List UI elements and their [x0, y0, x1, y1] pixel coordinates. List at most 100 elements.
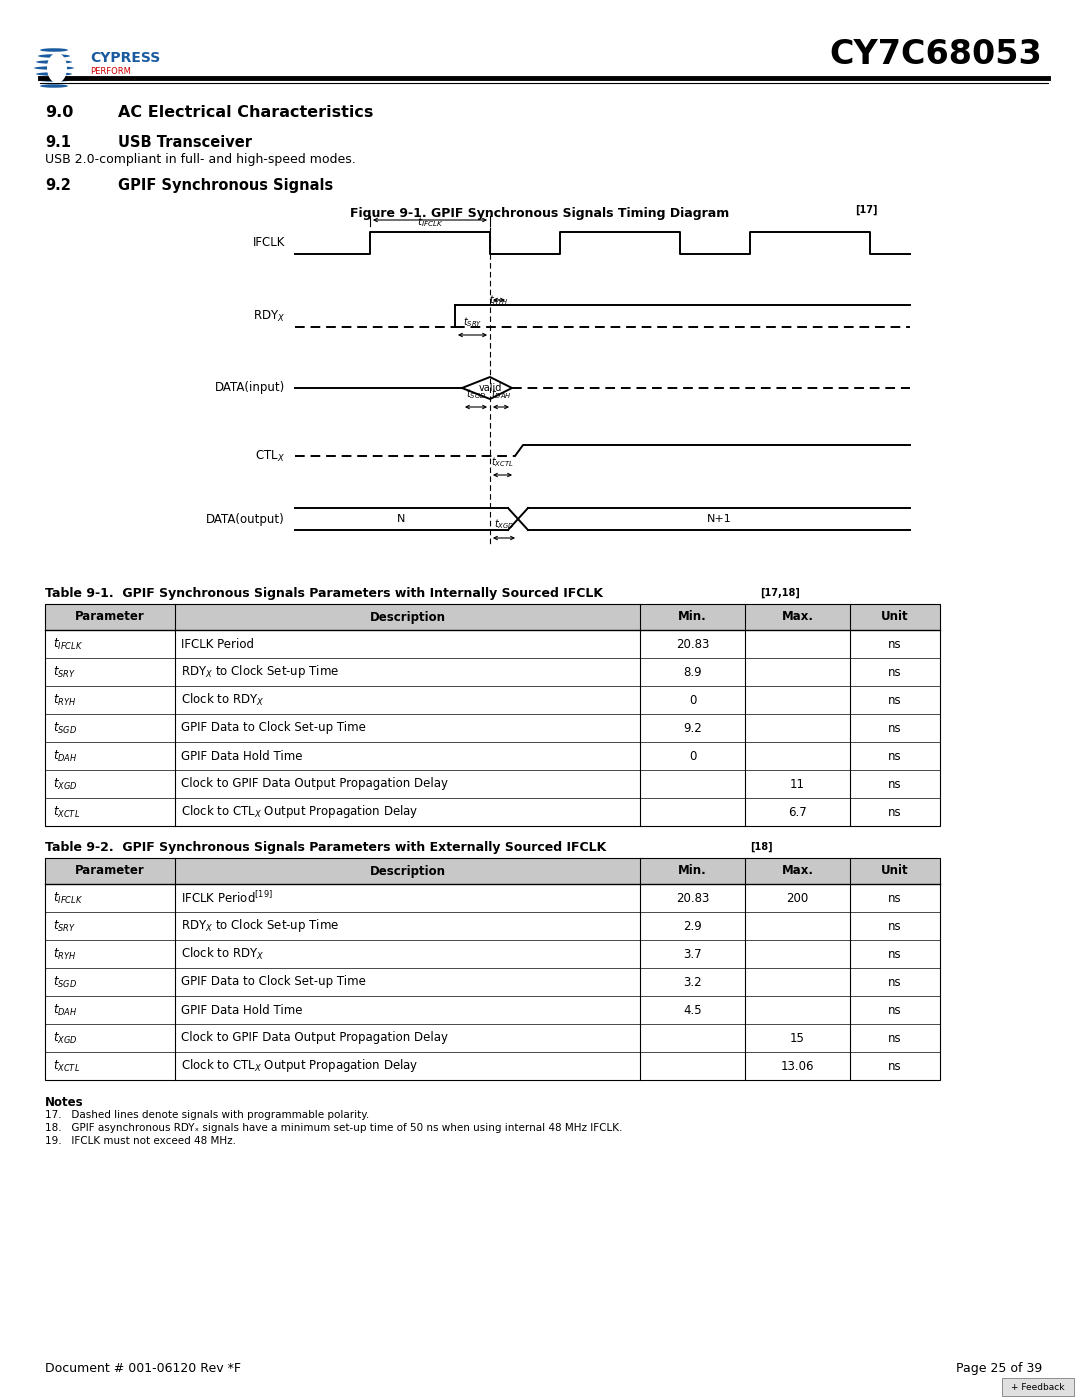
Ellipse shape [48, 53, 67, 82]
Text: GPIF Data to Clock Set-up Time: GPIF Data to Clock Set-up Time [181, 721, 366, 735]
Text: ns: ns [888, 665, 902, 679]
Ellipse shape [33, 66, 75, 70]
Text: $t_{SRY}$: $t_{SRY}$ [53, 665, 76, 679]
Text: $t_{XCTL}$: $t_{XCTL}$ [491, 455, 514, 469]
Text: RDY$_X$: RDY$_X$ [253, 309, 285, 324]
Text: $t_{XCTL}$: $t_{XCTL}$ [53, 805, 80, 820]
Text: Max.: Max. [782, 610, 813, 623]
Text: USB Transceiver: USB Transceiver [118, 136, 252, 149]
Text: 13.06: 13.06 [781, 1059, 814, 1073]
Text: N+1: N+1 [706, 514, 731, 524]
Text: $t_{SGD}$: $t_{SGD}$ [465, 387, 486, 401]
Text: GPIF Data Hold Time: GPIF Data Hold Time [181, 1003, 302, 1017]
Text: $t_{XGD}$: $t_{XGD}$ [53, 1031, 78, 1045]
Text: ns: ns [888, 975, 902, 989]
Text: Document # 001-06120 Rev *F: Document # 001-06120 Rev *F [45, 1362, 241, 1375]
Text: ns: ns [888, 1003, 902, 1017]
Text: ns: ns [888, 1059, 902, 1073]
Text: Clock to CTL$_X$ Output Propagation Delay: Clock to CTL$_X$ Output Propagation Dela… [181, 1058, 419, 1074]
Text: $t_{IFCLK}$: $t_{IFCLK}$ [417, 215, 444, 229]
Text: 9.0: 9.0 [45, 105, 73, 120]
Text: Clock to GPIF Data Output Propagation Delay: Clock to GPIF Data Output Propagation De… [181, 778, 448, 791]
Text: 4.5: 4.5 [684, 1003, 702, 1017]
Text: USB 2.0-compliant in full- and high-speed modes.: USB 2.0-compliant in full- and high-spee… [45, 154, 355, 166]
Text: 20.83: 20.83 [676, 637, 710, 651]
Text: 9.2: 9.2 [45, 177, 71, 193]
Bar [1002, 1377, 1074, 1396]
Text: $t_{XGD}$: $t_{XGD}$ [53, 777, 78, 792]
Ellipse shape [38, 54, 70, 57]
Text: IFCLK Period$^{[19]}$: IFCLK Period$^{[19]}$ [181, 890, 273, 905]
Text: ns: ns [888, 721, 902, 735]
Text: Unit: Unit [881, 865, 908, 877]
Text: + Feedback: + Feedback [1011, 1383, 1065, 1391]
Text: ns: ns [888, 1031, 902, 1045]
Text: Parameter: Parameter [76, 610, 145, 623]
Text: [17,18]: [17,18] [760, 588, 800, 598]
Text: GPIF Data Hold Time: GPIF Data Hold Time [181, 750, 302, 763]
Text: $t_{DAH}$: $t_{DAH}$ [53, 749, 78, 764]
Text: 0: 0 [689, 693, 697, 707]
Text: $t_{RYH}$: $t_{RYH}$ [53, 946, 77, 961]
Text: $t_{SRY}$: $t_{SRY}$ [53, 918, 76, 933]
Text: $t_{RYH}$: $t_{RYH}$ [53, 693, 77, 707]
Text: Table 9-1.  GPIF Synchronous Signals Parameters with Internally Sourced IFCLK: Table 9-1. GPIF Synchronous Signals Para… [45, 587, 603, 599]
Text: $t_{IFCLK}$: $t_{IFCLK}$ [53, 890, 83, 905]
Text: Description: Description [369, 610, 446, 623]
Text: AC Electrical Characteristics: AC Electrical Characteristics [118, 105, 374, 120]
Text: RDY$_X$ to Clock Set-up Time: RDY$_X$ to Clock Set-up Time [181, 664, 339, 680]
Text: 17.   Dashed lines denote signals with programmable polarity.: 17. Dashed lines denote signals with pro… [45, 1111, 369, 1120]
Text: ns: ns [888, 637, 902, 651]
Text: Page 25 of 39: Page 25 of 39 [956, 1362, 1042, 1375]
Text: 9.1: 9.1 [45, 136, 71, 149]
Text: DATA(input): DATA(input) [215, 381, 285, 394]
Text: 0: 0 [689, 750, 697, 763]
Text: Unit: Unit [881, 610, 908, 623]
Text: ns: ns [888, 806, 902, 819]
Text: CY7C68053: CY7C68053 [829, 39, 1042, 71]
Text: Min.: Min. [678, 865, 707, 877]
Text: 19.   IFCLK must not exceed 48 MHz.: 19. IFCLK must not exceed 48 MHz. [45, 1136, 237, 1146]
Text: Clock to GPIF Data Output Propagation Delay: Clock to GPIF Data Output Propagation De… [181, 1031, 448, 1045]
Text: ns: ns [888, 891, 902, 904]
Text: ns: ns [888, 778, 902, 791]
Text: 9.2: 9.2 [684, 721, 702, 735]
Text: N: N [397, 514, 406, 524]
Text: GPIF Synchronous Signals: GPIF Synchronous Signals [118, 177, 334, 193]
Text: ns: ns [888, 947, 902, 961]
Text: IFCLK: IFCLK [253, 236, 285, 250]
Text: $t_{RYH}$: $t_{RYH}$ [489, 293, 509, 307]
Text: Figure 9-1. GPIF Synchronous Signals Timing Diagram: Figure 9-1. GPIF Synchronous Signals Tim… [350, 207, 730, 219]
Text: 200: 200 [786, 891, 809, 904]
Bar [45, 604, 940, 630]
Text: $t_{XCTL}$: $t_{XCTL}$ [53, 1059, 80, 1073]
Text: Notes: Notes [45, 1097, 83, 1109]
Text: $t_{DAH}$: $t_{DAH}$ [53, 1003, 78, 1017]
Ellipse shape [40, 84, 68, 88]
Text: Min.: Min. [678, 610, 707, 623]
Ellipse shape [38, 78, 70, 82]
Ellipse shape [40, 49, 68, 52]
Text: $t_{IFCLK}$: $t_{IFCLK}$ [53, 637, 83, 651]
Bar [45, 604, 940, 826]
Text: valid: valid [478, 383, 502, 393]
Text: Parameter: Parameter [76, 865, 145, 877]
Text: ns: ns [888, 693, 902, 707]
Text: 3.7: 3.7 [684, 947, 702, 961]
Text: ns: ns [888, 750, 902, 763]
Text: DATA(output): DATA(output) [206, 513, 285, 525]
Text: CTL$_X$: CTL$_X$ [255, 448, 285, 464]
Text: RDY$_X$ to Clock Set-up Time: RDY$_X$ to Clock Set-up Time [181, 918, 339, 935]
Text: GPIF Data to Clock Set-up Time: GPIF Data to Clock Set-up Time [181, 975, 366, 989]
Text: 8.9: 8.9 [684, 665, 702, 679]
Bar [45, 858, 940, 884]
Text: 15: 15 [791, 1031, 805, 1045]
Text: 2.9: 2.9 [684, 919, 702, 933]
Text: Description: Description [369, 865, 446, 877]
Text: 11: 11 [789, 778, 805, 791]
Text: 6.7: 6.7 [788, 806, 807, 819]
Ellipse shape [36, 73, 72, 75]
Text: Clock to RDY$_X$: Clock to RDY$_X$ [181, 692, 265, 708]
Text: 18.   GPIF asynchronous RDYₓ signals have a minimum set-up time of 50 ns when us: 18. GPIF asynchronous RDYₓ signals have … [45, 1123, 622, 1133]
Bar [45, 858, 940, 1080]
